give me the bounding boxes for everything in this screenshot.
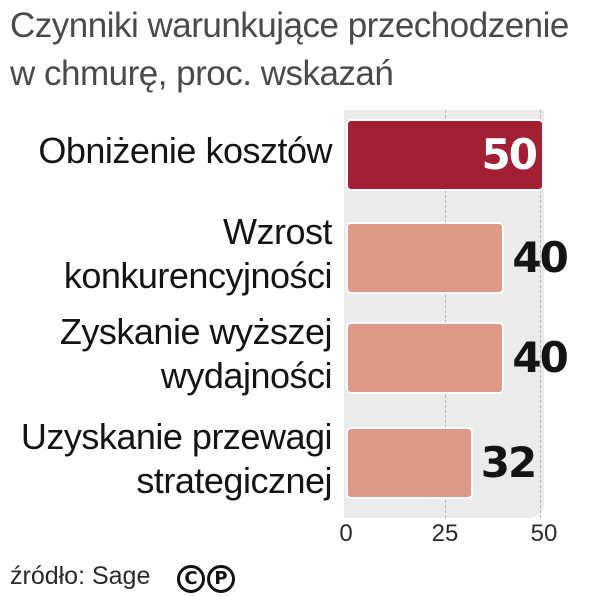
value-label: 50 [481, 130, 538, 179]
source-note: źródło: Sage [10, 562, 151, 590]
category-label: Uzyskanie przewagi strategicznej [20, 416, 333, 501]
gridline [540, 110, 541, 518]
value-label: 40 [512, 233, 568, 282]
bar [346, 322, 505, 394]
category-label: Wzrost konkurencyjności [63, 211, 333, 296]
x-tick-label: 25 [431, 520, 459, 547]
chart-title: Czynniki warunkujące przechodzenie w chm… [10, 6, 569, 93]
copyright-icon: C [177, 565, 205, 593]
value-label: 40 [512, 333, 568, 382]
category-label: Obniżenie kosztów [38, 130, 332, 171]
press-icon: P [207, 565, 235, 593]
bar [346, 222, 505, 294]
bar [346, 427, 473, 499]
category-label: Zyskanie wyższej wydajności [59, 311, 333, 396]
gridline [445, 110, 446, 518]
x-tick-label: 0 [339, 520, 353, 547]
bar [346, 119, 544, 191]
license-icons: C P [177, 565, 235, 593]
x-tick-label: 50 [530, 520, 558, 547]
value-label: 32 [480, 438, 537, 487]
